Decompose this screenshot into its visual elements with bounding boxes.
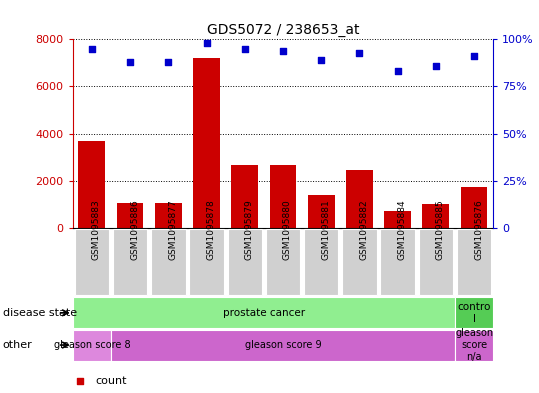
Point: [126, 59, 134, 65]
Bar: [423, 204, 449, 228]
Bar: [346, 170, 373, 228]
Text: GSM1095886: GSM1095886: [130, 200, 139, 261]
Point: [240, 46, 249, 52]
Point: [355, 50, 364, 56]
Text: GSM1095879: GSM1095879: [245, 200, 254, 261]
FancyBboxPatch shape: [113, 229, 147, 296]
FancyBboxPatch shape: [73, 330, 111, 360]
Bar: [193, 58, 220, 228]
Text: gleason
score
n/a: gleason score n/a: [455, 329, 493, 362]
FancyBboxPatch shape: [111, 330, 455, 360]
Point: [87, 46, 96, 52]
FancyBboxPatch shape: [151, 229, 185, 296]
FancyBboxPatch shape: [457, 229, 491, 296]
Text: gleason score 8: gleason score 8: [53, 340, 130, 350]
Text: gleason score 9: gleason score 9: [245, 340, 321, 350]
FancyBboxPatch shape: [227, 229, 262, 296]
Bar: [79, 141, 105, 228]
FancyBboxPatch shape: [342, 229, 377, 296]
Text: GSM1095885: GSM1095885: [436, 200, 445, 261]
Text: disease state: disease state: [3, 308, 77, 318]
FancyBboxPatch shape: [75, 229, 109, 296]
FancyBboxPatch shape: [455, 298, 493, 328]
Bar: [231, 165, 258, 228]
Point: [202, 40, 211, 46]
Text: prostate cancer: prostate cancer: [223, 308, 305, 318]
Text: GSM1095878: GSM1095878: [206, 200, 216, 261]
Point: [470, 53, 479, 59]
Point: [164, 59, 172, 65]
Text: contro
l: contro l: [458, 302, 491, 323]
Text: GSM1095877: GSM1095877: [168, 200, 177, 261]
Text: GSM1095883: GSM1095883: [92, 200, 101, 261]
Bar: [117, 203, 143, 228]
Text: GSM1095881: GSM1095881: [321, 200, 330, 261]
FancyBboxPatch shape: [73, 298, 455, 328]
Text: other: other: [3, 340, 32, 350]
Point: [393, 68, 402, 75]
Bar: [384, 211, 411, 228]
FancyBboxPatch shape: [304, 229, 338, 296]
Point: [432, 62, 440, 69]
Text: count: count: [95, 376, 127, 386]
Bar: [461, 187, 487, 228]
Text: GSM1095876: GSM1095876: [474, 200, 483, 261]
Text: GSM1095884: GSM1095884: [398, 200, 406, 260]
Point: [317, 57, 326, 63]
Text: GSM1095880: GSM1095880: [283, 200, 292, 261]
Point: [76, 378, 85, 384]
Bar: [270, 165, 296, 228]
Bar: [308, 195, 335, 228]
FancyBboxPatch shape: [419, 229, 453, 296]
Bar: [155, 203, 182, 228]
FancyBboxPatch shape: [189, 229, 224, 296]
FancyBboxPatch shape: [455, 330, 493, 360]
FancyBboxPatch shape: [381, 229, 415, 296]
FancyBboxPatch shape: [266, 229, 300, 296]
Text: GSM1095882: GSM1095882: [360, 200, 369, 260]
Point: [279, 48, 287, 54]
Title: GDS5072 / 238653_at: GDS5072 / 238653_at: [207, 23, 359, 37]
